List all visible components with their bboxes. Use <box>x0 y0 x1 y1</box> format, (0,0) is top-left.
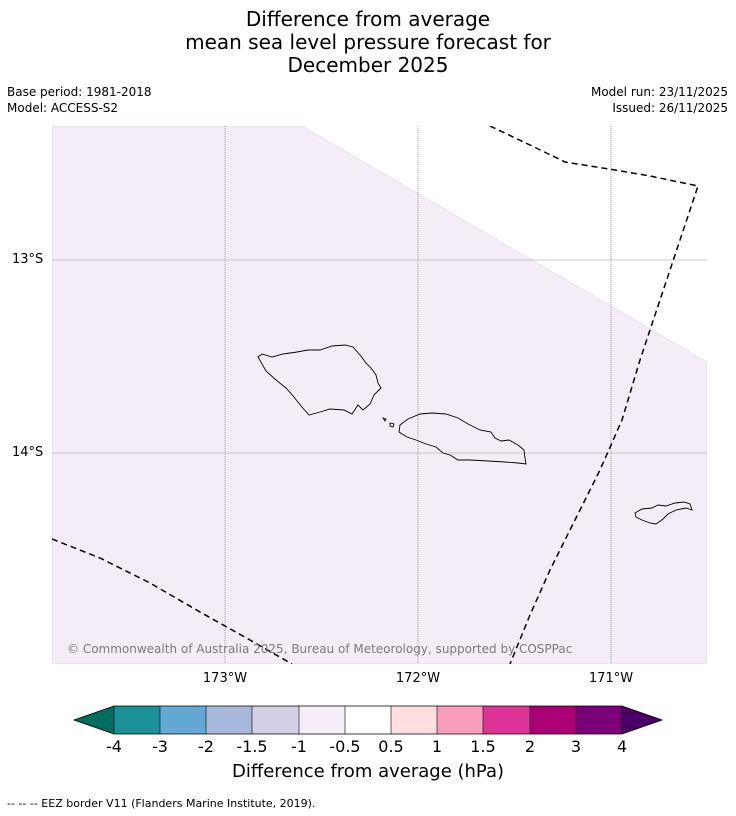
colorbar-tick-label: -2 <box>198 737 214 756</box>
title-line-2: mean sea level pressure forecast for <box>185 30 551 54</box>
island-tutuila <box>634 501 693 525</box>
colorbar-extend-low <box>74 706 114 734</box>
colorbar-tick-label: 1.5 <box>470 737 496 756</box>
lon-label-172w: 172°W <box>395 671 441 686</box>
colorbar-tick-label: -1 <box>291 737 307 756</box>
colorbar-tick-label: 4 <box>616 737 628 756</box>
chart-title: Difference from average mean sea level p… <box>0 8 736 77</box>
island-manono <box>389 422 395 428</box>
eez-border-north <box>489 126 699 664</box>
island-upolu <box>398 412 527 465</box>
lat-label-14s: 14°S <box>12 445 44 460</box>
colorbar-tick-label: -1.5 <box>236 737 268 756</box>
lon-label-173w: 173°W <box>202 671 248 686</box>
colorbar-extend-high <box>622 706 662 734</box>
lat-label-13s: 13°S <box>12 252 44 267</box>
colorbar-tick-label: -4 <box>106 737 122 756</box>
island-savaii <box>257 344 382 416</box>
colorbar-tick-label: -0.5 <box>329 737 361 756</box>
meta-right: Model run: 23/11/2025 Issued: 26/11/2025 <box>591 84 728 116</box>
colorbar-seg <box>530 706 576 734</box>
colorbar-tick-label: 2 <box>524 737 536 756</box>
model-name: Model: ACCESS-S2 <box>7 101 119 115</box>
meta-left: Base period: 1981-2018 Model: ACCESS-S2 <box>7 84 152 116</box>
colorbar-tick-label: 1 <box>431 737 443 756</box>
colorbar-seg <box>391 706 437 734</box>
colorbar-tick-label: -3 <box>152 737 168 756</box>
title-line-1: Difference from average <box>245 7 491 31</box>
colorbar-tick-label: 0.5 <box>378 737 404 756</box>
colorbar-seg <box>483 706 530 734</box>
colorbar-seg <box>576 706 622 734</box>
colorbar-tick-label: 3 <box>570 737 582 756</box>
colorbar-seg <box>206 706 252 734</box>
anomaly-fill-region <box>52 126 707 664</box>
eez-legend-note: -- -- -- EEZ border V11 (Flanders Marine… <box>7 797 316 810</box>
colorbar-title: Difference from average (hPa) <box>231 761 505 782</box>
colorbar-seg <box>345 706 391 734</box>
colorbar-seg <box>437 706 483 734</box>
colorbar-seg <box>160 706 206 734</box>
colorbar-seg <box>114 706 160 734</box>
lon-label-171w: 171°W <box>588 671 634 686</box>
base-period: Base period: 1981-2018 <box>7 85 152 99</box>
eez-border-southwest <box>52 538 293 664</box>
model-run: Model run: 23/11/2025 <box>590 85 728 99</box>
colorbar-seg <box>299 706 345 734</box>
colorbar <box>72 705 664 735</box>
colorbar-seg <box>252 706 299 734</box>
copyright-notice: © Commonwealth of Australia 2025, Bureau… <box>67 642 573 656</box>
map-area <box>52 126 707 664</box>
issued-date: Issued: 26/11/2025 <box>612 101 728 115</box>
title-line-3: December 2025 <box>287 53 449 77</box>
island-apolima <box>381 417 387 422</box>
